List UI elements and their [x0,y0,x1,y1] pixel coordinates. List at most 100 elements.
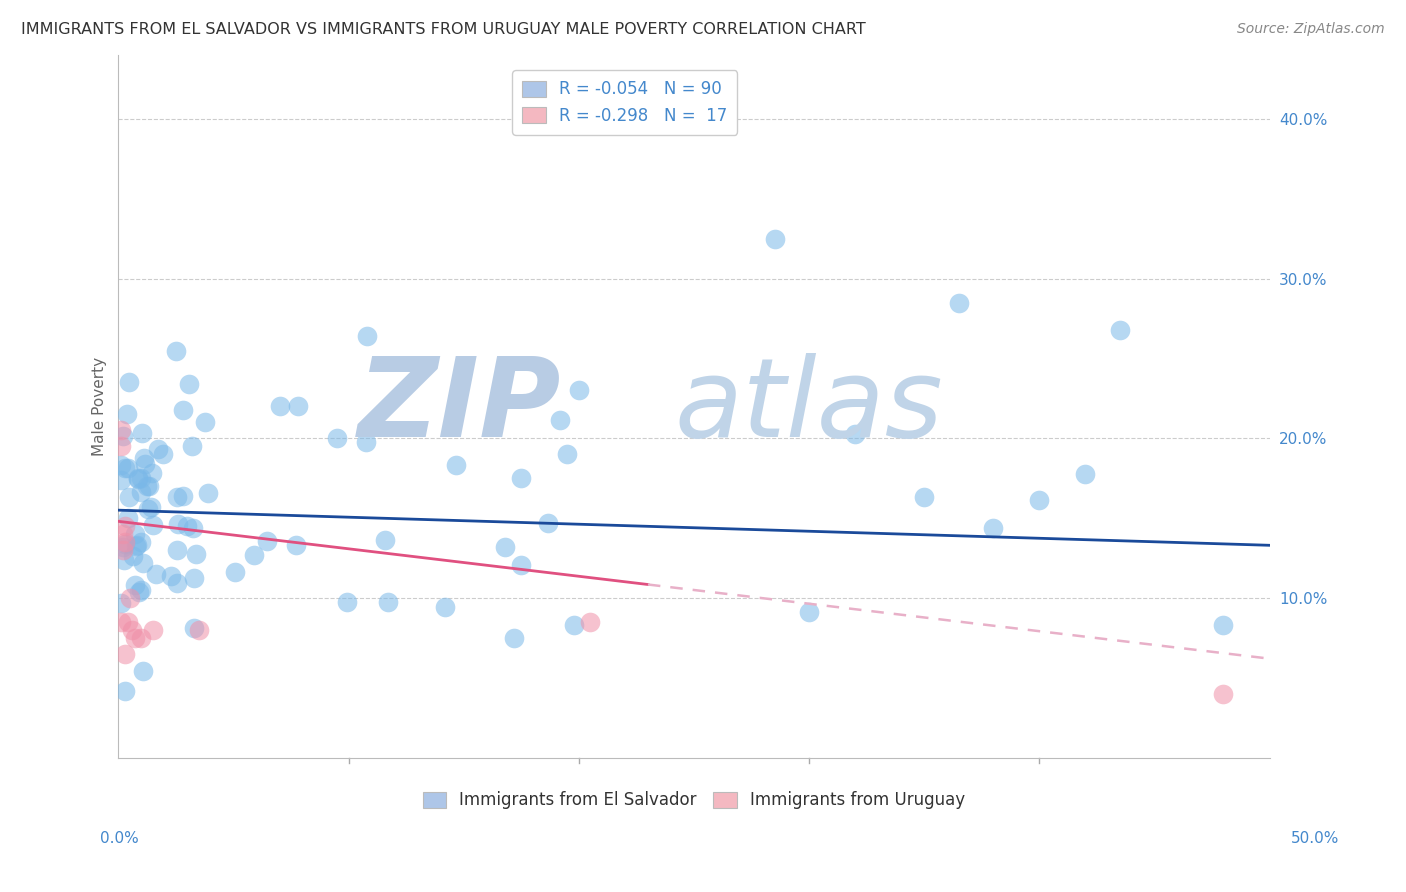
Point [117,461,139,475]
Text: Source: ZipAtlas.com: Source: ZipAtlas.com [1237,22,1385,37]
Point [172,489,194,503]
Point [179,377,201,392]
Point [110,615,132,629]
Point [124,527,146,541]
Point [243,549,266,563]
Point [117,615,139,629]
Point [224,566,246,580]
Point [188,623,211,637]
Point [1108,323,1130,337]
Point [114,535,136,549]
Point [134,458,156,472]
Point [139,500,162,514]
Point [166,576,188,591]
Point [562,618,585,632]
Point [115,407,138,421]
Point [184,547,207,561]
Point [129,485,152,500]
Point [136,501,159,516]
Point [131,631,153,645]
Point [114,684,136,698]
Point [763,232,786,246]
Point [1074,467,1097,481]
Text: IMMIGRANTS FROM EL SALVADOR VS IMMIGRANTS FROM URUGUAY MALE POVERTY CORRELATION : IMMIGRANTS FROM EL SALVADOR VS IMMIGRANT… [21,22,866,37]
Point [503,631,526,645]
Point [112,543,135,558]
Point [112,553,135,567]
Point [159,569,181,583]
Point [110,423,132,437]
Point [122,549,145,563]
Point [557,447,579,461]
Point [1212,687,1234,701]
Point [110,439,132,453]
Point [118,490,141,504]
Point [172,402,194,417]
Point [166,490,188,504]
Point [110,596,132,610]
Point [181,521,204,535]
Point [326,431,349,445]
Point [374,533,396,547]
Point [136,478,159,492]
Y-axis label: Male Poverty: Male Poverty [93,357,107,456]
Point [197,486,219,500]
Point [148,442,170,457]
Legend: Immigrants from El Salvador, Immigrants from Uruguay: Immigrants from El Salvador, Immigrants … [416,785,972,816]
Point [127,538,149,552]
Point [912,491,935,505]
Point [269,400,291,414]
Point [510,558,533,572]
Point [510,471,533,485]
Point [336,595,359,609]
Point [110,458,132,472]
Point [129,471,152,485]
Point [377,595,399,609]
Point [129,582,152,597]
Text: ZIP: ZIP [359,353,561,460]
Point [138,478,160,492]
Point [145,567,167,582]
Text: 50.0%: 50.0% [1291,831,1339,846]
Point [114,537,136,551]
Point [117,511,139,525]
Point [181,439,204,453]
Point [1028,492,1050,507]
Text: atlas: atlas [675,353,943,460]
Point [183,571,205,585]
Point [844,427,866,442]
Point [142,518,165,533]
Point [112,540,135,554]
Point [121,623,143,637]
Point [444,458,467,473]
Point [354,434,377,449]
Point [256,534,278,549]
Point [1212,617,1234,632]
Point [183,621,205,635]
Point [114,519,136,533]
Point [579,615,602,629]
Point [118,591,141,605]
Point [141,467,163,481]
Point [176,518,198,533]
Point [948,295,970,310]
Point [131,665,153,679]
Point [797,606,820,620]
Point [132,450,155,465]
Point [118,375,141,389]
Point [125,539,148,553]
Point [127,472,149,486]
Point [127,471,149,485]
Point [981,521,1004,535]
Point [548,413,571,427]
Point [142,623,165,637]
Point [112,527,135,541]
Point [568,384,591,398]
Point [194,415,217,429]
Point [131,426,153,441]
Point [129,535,152,549]
Point [166,543,188,558]
Point [536,516,558,530]
Point [111,428,134,442]
Point [287,400,309,414]
